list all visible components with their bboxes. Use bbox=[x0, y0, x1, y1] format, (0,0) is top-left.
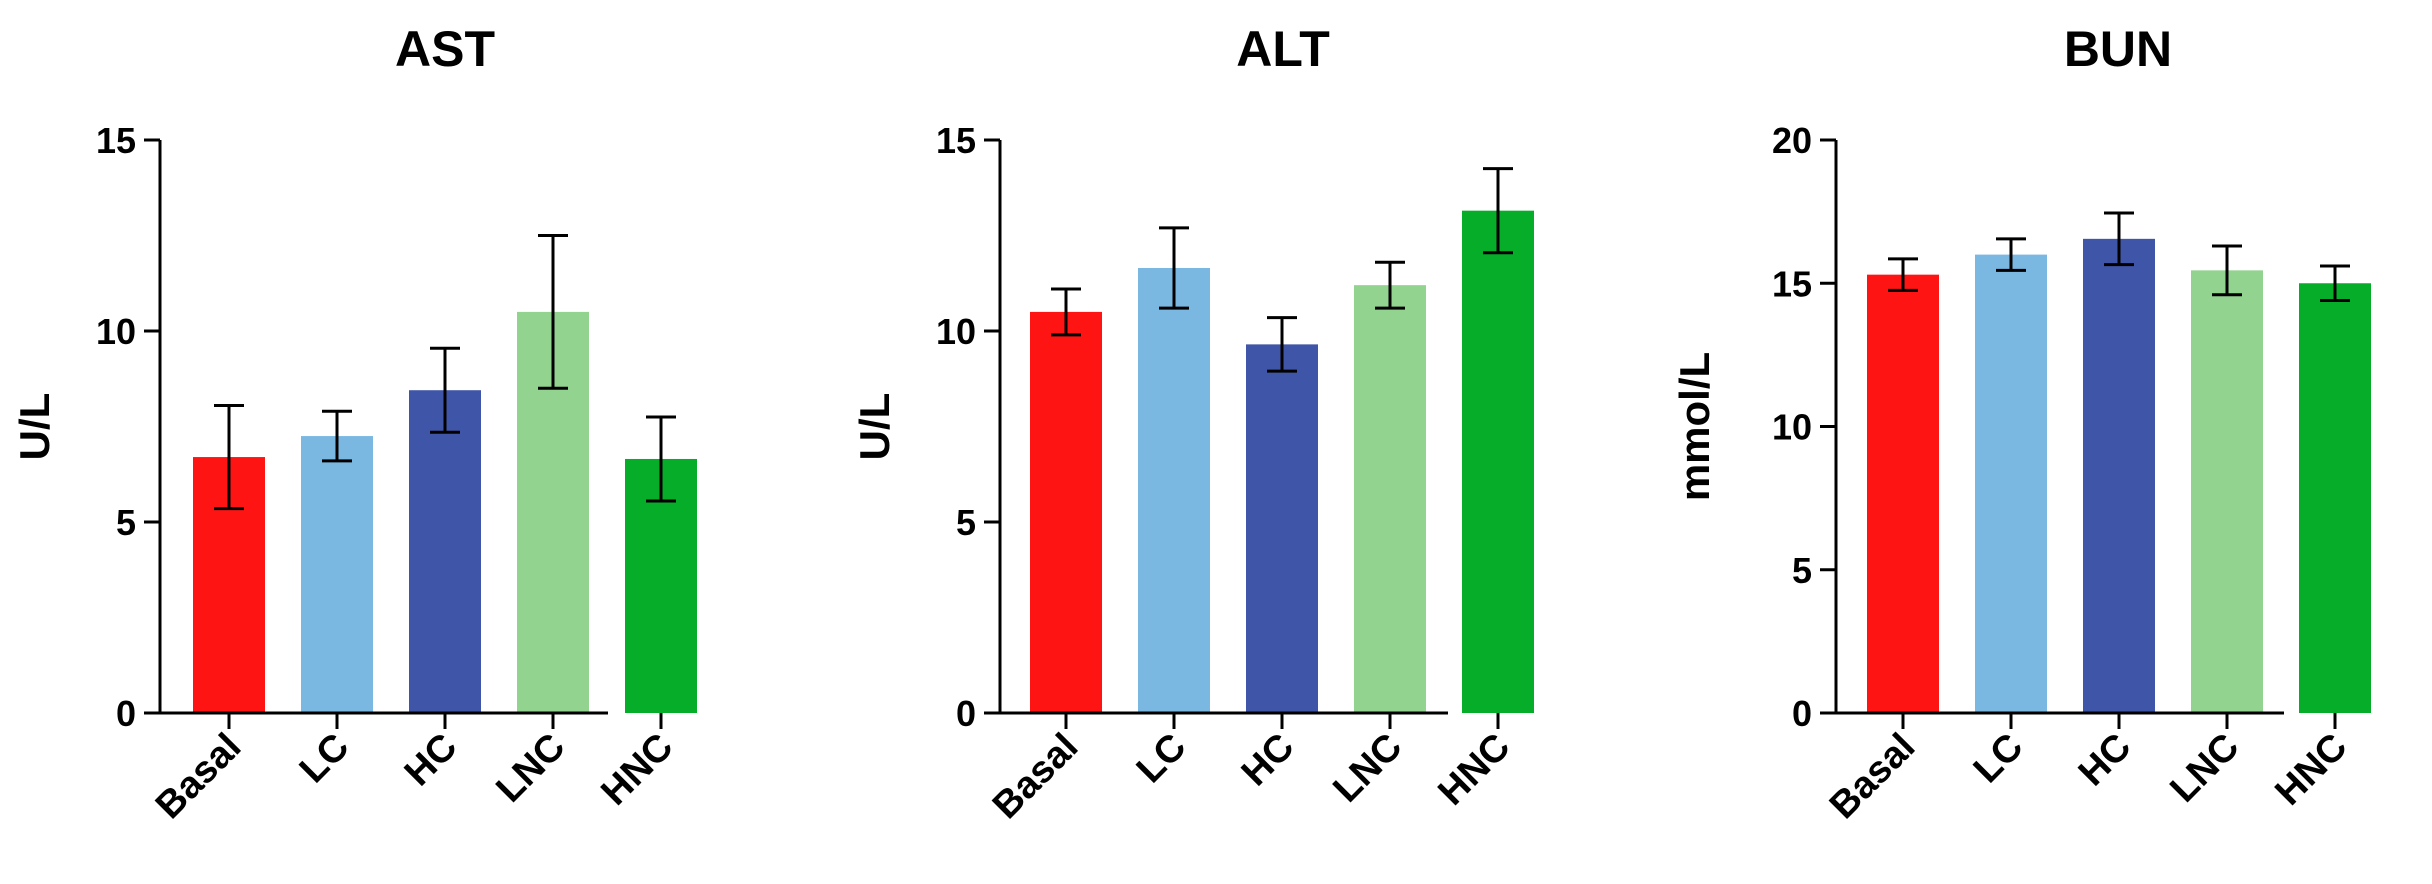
x-tick-label-hc: HC bbox=[1234, 726, 1303, 795]
chart-panel-bun: BUN mmol/L 0 5 10 15 20 Basal LC HC LNC HNC bbox=[1671, 21, 2371, 827]
y-tick-label: 15 bbox=[96, 120, 136, 161]
bar-lnc bbox=[1354, 285, 1426, 713]
x-tick-label-hnc: HNC bbox=[1430, 726, 1518, 814]
bar-hc bbox=[1246, 344, 1318, 713]
x-tick-label-lc: LC bbox=[1966, 726, 2032, 792]
x-tick-label-lnc: LNC bbox=[2162, 726, 2247, 811]
y-tick-label: 0 bbox=[956, 693, 976, 734]
y-axis-label: U/L bbox=[11, 393, 58, 461]
bar-hnc bbox=[2299, 283, 2371, 713]
x-tick-label-lnc: LNC bbox=[1325, 726, 1410, 811]
y-axis-label: U/L bbox=[851, 393, 898, 461]
x-tick-label-hc: HC bbox=[397, 726, 466, 795]
y-tick-label: 5 bbox=[956, 502, 976, 543]
x-tick-label-lc: LC bbox=[1129, 726, 1195, 792]
x-tick-label-lnc: LNC bbox=[488, 726, 573, 811]
x-tick-label-hnc: HNC bbox=[593, 726, 681, 814]
y-tick-label: 5 bbox=[1792, 550, 1812, 591]
chart-panel-alt: ALT U/L 0 5 10 15 Basal LC HC LNC HNC bbox=[851, 21, 1534, 827]
x-tick-label-basal: Basal bbox=[985, 726, 1086, 827]
y-tick-label: 15 bbox=[1772, 263, 1812, 304]
x-tick-label-basal: Basal bbox=[148, 726, 249, 827]
chart-title: AST bbox=[395, 21, 495, 77]
y-tick-label: 10 bbox=[96, 311, 136, 352]
y-tick-label: 20 bbox=[1772, 120, 1812, 161]
x-tick-label-lc: LC bbox=[292, 726, 358, 792]
y-axis-label: mmol/L bbox=[1671, 352, 1718, 501]
x-tick-label-basal: Basal bbox=[1822, 726, 1923, 827]
bar-lc bbox=[1138, 267, 1210, 713]
chart-panel-ast: AST U/L 0 5 10 15 Basal LC HC LNC HNC bbox=[11, 21, 697, 827]
y-tick-label: 5 bbox=[116, 502, 136, 543]
bar-hc bbox=[2083, 238, 2155, 713]
bar-basal bbox=[1867, 274, 1939, 713]
bar-lc bbox=[1975, 254, 2047, 713]
y-tick-label: 15 bbox=[936, 120, 976, 161]
x-tick-label-hnc: HNC bbox=[2267, 726, 2355, 814]
y-tick-label: 10 bbox=[1772, 407, 1812, 448]
bar-lnc bbox=[2191, 270, 2263, 713]
chart-title: BUN bbox=[2064, 21, 2172, 77]
bar-hnc bbox=[1462, 210, 1534, 714]
y-tick-label: 0 bbox=[116, 693, 136, 734]
chart-title: ALT bbox=[1236, 21, 1329, 77]
bar-lc bbox=[301, 436, 373, 713]
x-tick-label-hc: HC bbox=[2071, 726, 2140, 795]
y-tick-label: 10 bbox=[936, 311, 976, 352]
y-tick-label: 0 bbox=[1792, 693, 1812, 734]
bar-basal bbox=[1030, 311, 1102, 713]
bar-hc bbox=[409, 390, 481, 713]
